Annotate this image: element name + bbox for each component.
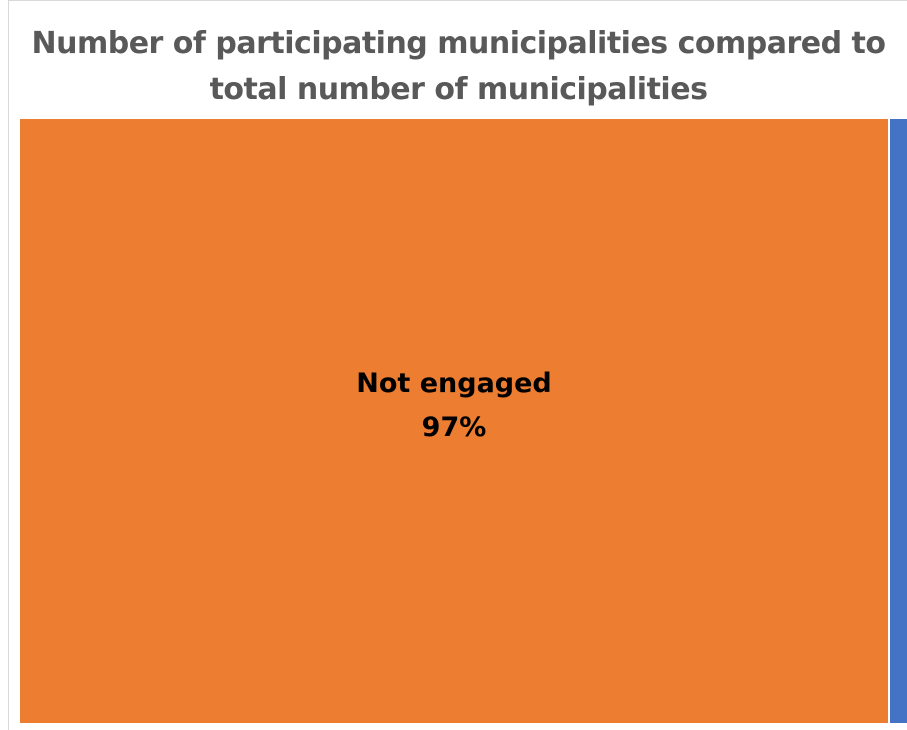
treemap-tiles: Not engaged 97% (20, 119, 907, 723)
tile-label-value-1: 97% (422, 412, 487, 443)
chart-title: Number of participating municipalities c… (31, 26, 886, 107)
tile-label-name-1: Not engaged (356, 368, 552, 399)
treemap-tile-1 (20, 119, 888, 723)
treemap-tile-2 (890, 119, 907, 723)
